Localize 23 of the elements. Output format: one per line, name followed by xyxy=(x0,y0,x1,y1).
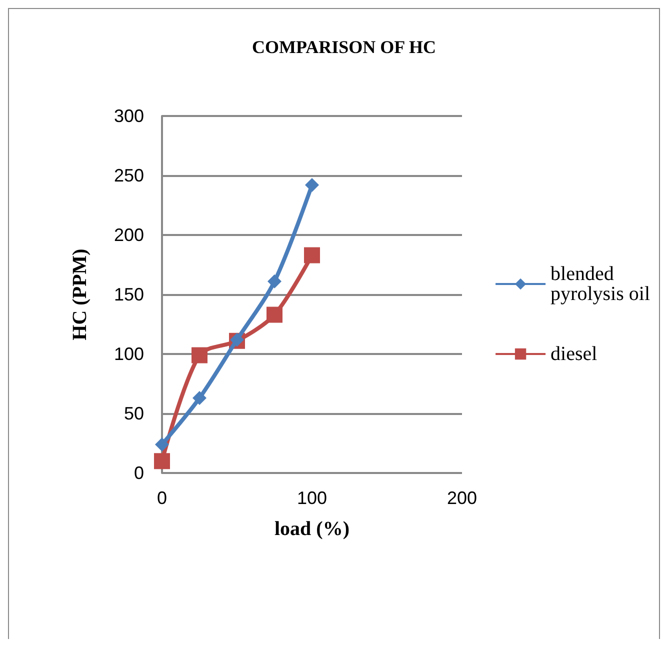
y-axis-title: HC (PPM) xyxy=(69,248,91,340)
point xyxy=(192,347,208,364)
x-tick-label: 200 xyxy=(446,488,478,508)
point xyxy=(192,391,206,406)
y-tick-label: 300 xyxy=(114,106,144,126)
point xyxy=(155,437,169,452)
y-tick-label: 100 xyxy=(114,344,144,364)
x-axis-title: load (%) xyxy=(274,518,350,540)
point xyxy=(154,453,170,470)
point xyxy=(304,247,320,264)
y-tick-label: 200 xyxy=(114,225,144,245)
point xyxy=(266,306,282,323)
x-tick-label: 100 xyxy=(296,488,328,508)
chart-title: COMPARISON OF HC xyxy=(252,37,436,57)
y-tick-label: 0 xyxy=(134,463,144,483)
point xyxy=(305,178,319,192)
y-tick-label: 50 xyxy=(124,404,144,424)
legend-label: blended pyrolysis oil xyxy=(550,263,650,305)
y-tick-label: 250 xyxy=(114,166,144,186)
point xyxy=(268,274,282,288)
y-tick-label: 150 xyxy=(114,284,144,304)
legend-label: diesel xyxy=(550,343,598,365)
x-tick-label: 0 xyxy=(156,488,168,508)
